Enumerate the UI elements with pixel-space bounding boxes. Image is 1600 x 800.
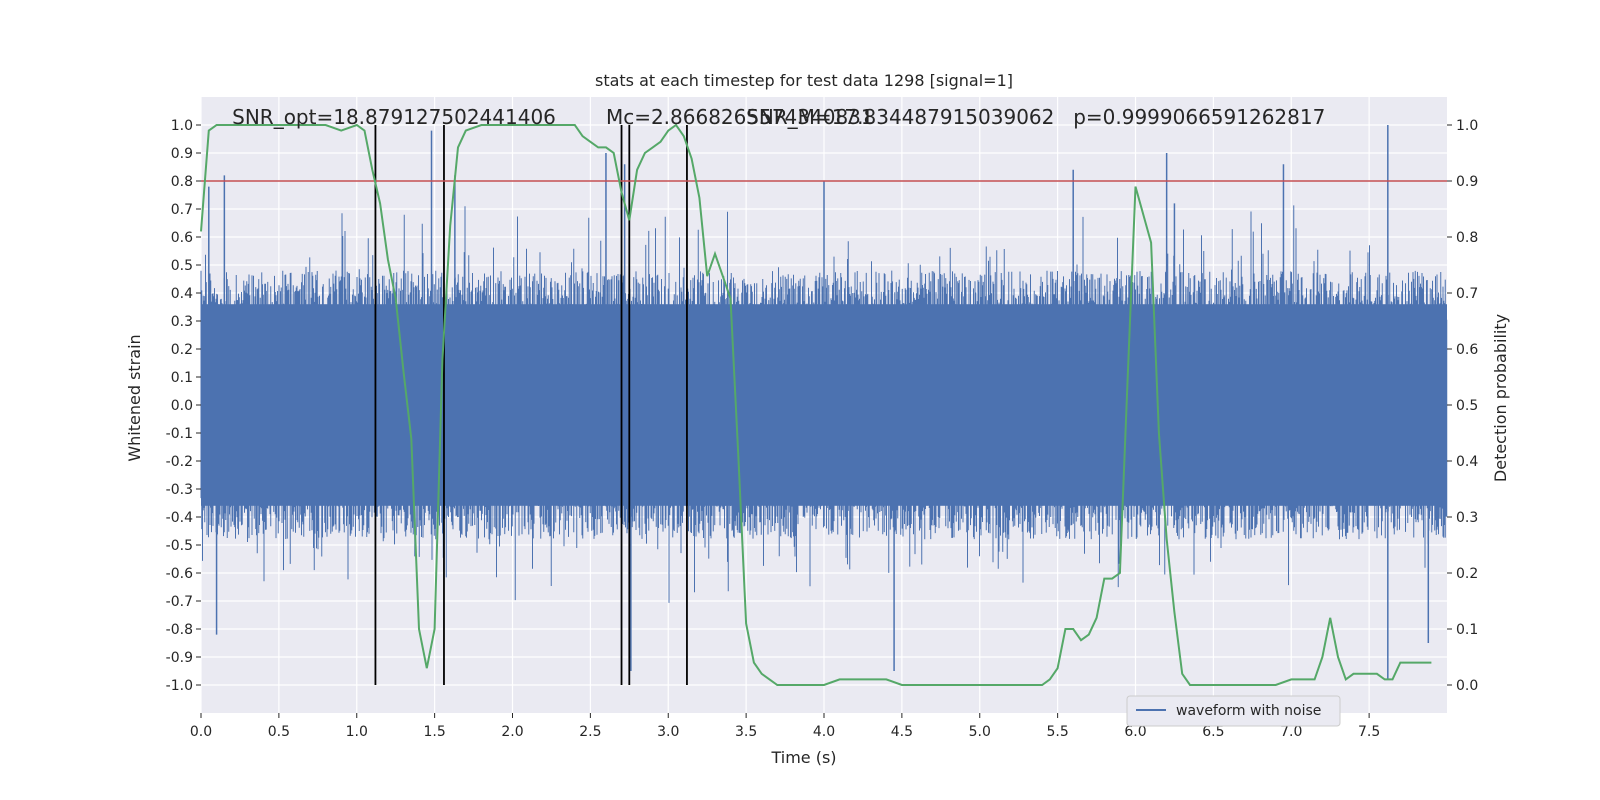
left-y-tick-label: -0.7 bbox=[166, 594, 193, 610]
left-y-tick-label: 1.0 bbox=[171, 118, 193, 134]
left-y-tick-label: 0.9 bbox=[171, 146, 193, 162]
left-y-tick-label: 0.8 bbox=[171, 174, 193, 190]
right-y-tick-label: 0.5 bbox=[1456, 398, 1478, 414]
right-y-tick-label: 0.4 bbox=[1456, 454, 1478, 470]
left-y-tick-label: -0.6 bbox=[166, 566, 193, 582]
left-y-tick-label: -0.3 bbox=[166, 482, 193, 498]
x-axis-label: Time (s) bbox=[770, 748, 836, 767]
right-y-tick-label: 0.7 bbox=[1456, 286, 1478, 302]
x-tick-label: 3.5 bbox=[735, 724, 757, 740]
right-y-tick-label: 1.0 bbox=[1456, 118, 1478, 134]
annotation-text: SNR_M=17.834487915039062 bbox=[746, 105, 1054, 129]
x-tick-label: 0.0 bbox=[190, 724, 212, 740]
x-tick-label: 4.5 bbox=[891, 724, 913, 740]
x-tick-label: 4.0 bbox=[813, 724, 835, 740]
x-tick-label: 7.0 bbox=[1280, 724, 1302, 740]
left-y-tick-label: -0.1 bbox=[166, 426, 193, 442]
right-y-tick-labels: 1.0 0.9 0.8 0.7 0.6 0.5 0.4 0.3 0.2 0.1 0.0 bbox=[1447, 118, 1478, 694]
right-y-tick-label: 0.0 bbox=[1456, 678, 1478, 694]
left-y-tick-label: 0.5 bbox=[171, 258, 193, 274]
left-y-tick-label: -0.8 bbox=[166, 622, 193, 638]
right-y-tick-label: 0.9 bbox=[1456, 174, 1478, 190]
legend-box bbox=[1126, 695, 1341, 727]
left-y-tick-label: 0.3 bbox=[171, 314, 193, 330]
left-y-tick-label: 0.4 bbox=[171, 286, 193, 302]
x-tick-label: 5.5 bbox=[1046, 724, 1068, 740]
x-tick-label: 3.0 bbox=[657, 724, 679, 740]
right-y-tick-label: 0.3 bbox=[1456, 510, 1478, 526]
annotation-text: SNR_opt=18.879127502441406 bbox=[232, 105, 556, 129]
x-tick-label: 6.5 bbox=[1202, 724, 1224, 740]
x-tick-label: 1.0 bbox=[346, 724, 368, 740]
right-y-tick-label: 0.1 bbox=[1456, 622, 1478, 638]
right-y-tick-label: 0.6 bbox=[1456, 342, 1478, 358]
x-tick-label: 2.0 bbox=[501, 724, 523, 740]
left-y-tick-label: 0.0 bbox=[171, 398, 193, 414]
x-tick-label: 6.0 bbox=[1124, 724, 1146, 740]
left-y-tick-label: -0.5 bbox=[166, 538, 193, 554]
x-tick-label: 1.5 bbox=[423, 724, 445, 740]
x-tick-label: 2.5 bbox=[579, 724, 601, 740]
legend-label: waveform with noise bbox=[1176, 703, 1321, 719]
annotation-text: Mc=2.8668265574340831 bbox=[606, 105, 874, 129]
left-y-tick-label: -0.2 bbox=[166, 454, 193, 470]
left-y-axis-label: Whitened strain bbox=[125, 334, 144, 461]
right-y-tick-label: 0.8 bbox=[1456, 230, 1478, 246]
x-tick-label: 0.5 bbox=[268, 724, 290, 740]
left-y-tick-label: 0.2 bbox=[171, 342, 193, 358]
x-tick-labels: 0.0 0.5 1.0 1.5 2.0 2.5 3.0 3.5 4.0 4.5 5.0 5.5 6.0 6… bbox=[190, 713, 1380, 740]
annotations: SNR_opt=18.879127502441406 Mc=2.866826557… bbox=[232, 105, 1325, 129]
waveform-series bbox=[200, 125, 1448, 680]
left-y-tick-label: 0.7 bbox=[171, 202, 193, 218]
x-tick-label: 5.0 bbox=[969, 724, 991, 740]
chart-title: stats at each timestep for test data 129… bbox=[595, 71, 1013, 90]
left-y-tick-label: 0.1 bbox=[171, 370, 193, 386]
left-y-tick-label: -1.0 bbox=[166, 678, 193, 694]
left-y-tick-label: -0.4 bbox=[166, 510, 193, 526]
annotation-text: p=0.9999066591262817 bbox=[1073, 105, 1325, 129]
right-y-tick-label: 0.2 bbox=[1456, 566, 1478, 582]
left-y-tick-label: -0.9 bbox=[166, 650, 193, 666]
x-tick-label: 7.5 bbox=[1358, 724, 1380, 740]
right-y-axis-label: Detection probability bbox=[1491, 314, 1510, 482]
probability-series-line bbox=[200, 123, 1432, 686]
left-y-tick-labels: 1.0 0.9 0.8 0.7 0.6 0.5 0.4 0.3 0.2 0.1 0.0 -0.1 -0.… bbox=[166, 118, 201, 694]
left-y-tick-label: 0.6 bbox=[171, 230, 193, 246]
legend: waveform with noise bbox=[1126, 695, 1341, 727]
